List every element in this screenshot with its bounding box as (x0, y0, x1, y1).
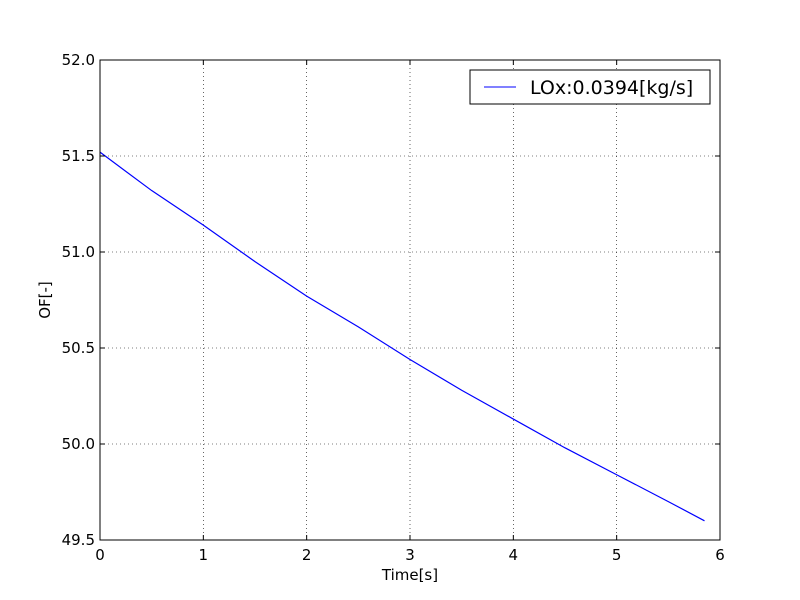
series-layer (99, 151, 705, 522)
series-line-0 (99, 151, 705, 522)
y-tick-label: 50.0 (62, 435, 95, 453)
y-tick-label: 49.5 (62, 531, 95, 549)
x-tick-label: 2 (302, 546, 312, 564)
y-tick-label: 52.0 (62, 51, 95, 69)
x-tick-label: 5 (612, 546, 622, 564)
y-tick-label: 51.0 (62, 243, 95, 261)
x-tick-label: 6 (715, 546, 725, 564)
y-tick-labels: 49.5 50.0 50.5 51.0 51.5 52.0 (62, 51, 95, 549)
y-tick-label: 50.5 (62, 339, 95, 357)
x-tick-label: 0 (95, 546, 105, 564)
x-tick-label: 3 (405, 546, 415, 564)
tick-marks (99, 59, 721, 541)
x-tick-label: 1 (199, 546, 209, 564)
grid (100, 60, 720, 540)
legend-entry-label: LOx:0.0394[kg/s] (530, 77, 693, 99)
y-tick-label: 51.5 (62, 147, 95, 165)
legend: LOx:0.0394[kg/s] (469, 69, 711, 105)
x-tick-labels: 0 1 2 3 4 5 6 (95, 546, 725, 564)
x-tick-label: 4 (509, 546, 519, 564)
x-axis-label: Time[s] (381, 566, 438, 584)
y-axis-label: OF[-] (36, 281, 54, 319)
